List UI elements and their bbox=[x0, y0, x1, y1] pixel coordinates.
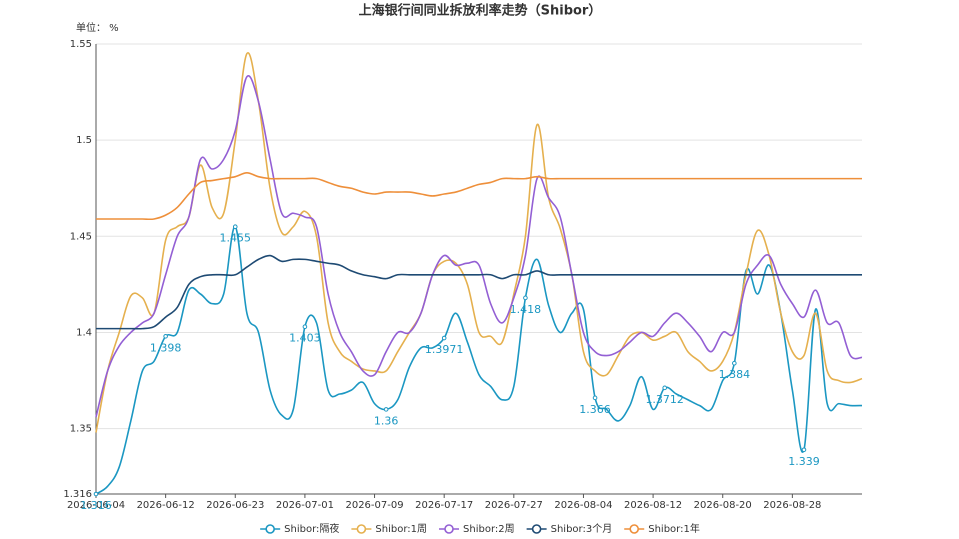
y-axis-label: 单位： % bbox=[76, 21, 119, 34]
legend-icon-marker bbox=[356, 524, 367, 534]
legend-label: Shibor:3个月 bbox=[551, 523, 613, 535]
legend-label: Shibor:2周 bbox=[463, 523, 515, 535]
data-point bbox=[93, 491, 99, 497]
legend-icon-marker bbox=[444, 524, 454, 534]
data-label: 1.398 bbox=[150, 341, 182, 354]
x-tick-label: 2026-06-04 bbox=[67, 500, 125, 511]
data-label: 1.339 bbox=[788, 455, 820, 468]
series-line bbox=[95, 52, 863, 433]
data-label: 1.418 bbox=[510, 303, 542, 316]
data-point bbox=[441, 335, 447, 341]
legend-item[interactable]: Shibor:1年 bbox=[624, 522, 700, 535]
legend-icon-marker bbox=[265, 524, 275, 534]
data-point bbox=[163, 334, 168, 339]
legend-label: Shibor:1年 bbox=[648, 522, 700, 535]
data-point bbox=[592, 395, 598, 401]
data-point bbox=[302, 324, 308, 329]
y-tick-label: 1.55 bbox=[70, 39, 92, 50]
series-line bbox=[95, 74, 863, 418]
data-point bbox=[232, 224, 238, 229]
y-tick-label: 1.316 bbox=[63, 489, 92, 500]
data-point bbox=[662, 385, 667, 391]
data-label: 1.455 bbox=[220, 232, 252, 245]
y-tick-label: 1.35 bbox=[70, 424, 92, 435]
legend-item[interactable]: Shibor:3个月 bbox=[526, 523, 613, 535]
y-tick-label: 1.4 bbox=[76, 327, 92, 338]
legend-icon-marker bbox=[629, 524, 640, 534]
legend-icon-marker bbox=[531, 524, 542, 534]
y-tick-label: 1.45 bbox=[70, 231, 92, 242]
x-tick-label: 2026-08-12 bbox=[624, 500, 682, 511]
x-tick-label: 2026-07-09 bbox=[345, 500, 403, 511]
x-tick-label: 2026-06-23 bbox=[206, 500, 264, 511]
x-tick-label: 2026-08-20 bbox=[694, 500, 752, 511]
data-label: 1.366 bbox=[579, 403, 611, 416]
data-point bbox=[732, 360, 737, 366]
x-tick-label: 2026-08-28 bbox=[763, 500, 821, 511]
x-tick-label: 2026-07-01 bbox=[276, 500, 334, 511]
data-label: 1.36 bbox=[374, 414, 399, 427]
data-label: 1.384 bbox=[719, 368, 751, 381]
x-tick-label: 2026-08-04 bbox=[554, 500, 612, 511]
y-tick-label: 1.5 bbox=[76, 135, 92, 146]
chart-title: 上海银行间同业拆放利率走势（Shibor） bbox=[359, 3, 602, 19]
data-point bbox=[801, 447, 807, 453]
x-tick-label: 2026-06-12 bbox=[137, 500, 195, 511]
legend-item[interactable]: Shibor:隔夜 bbox=[260, 522, 339, 535]
legend-item[interactable]: Shibor:2周 bbox=[439, 523, 515, 535]
data-label: 1.3712 bbox=[645, 393, 684, 406]
legend-label: Shibor:隔夜 bbox=[284, 522, 339, 535]
series-line bbox=[95, 254, 862, 330]
x-tick-label: 2026-07-17 bbox=[415, 500, 473, 511]
legend-label: Shibor:1周 bbox=[375, 523, 427, 535]
data-label: 1.403 bbox=[289, 332, 321, 345]
data-label: 1.3971 bbox=[425, 343, 464, 356]
data-label: 1.316 bbox=[80, 499, 112, 512]
legend: Shibor:隔夜 Shibor:1周 Shibor:2周 Shibor:3个月 Shi… bbox=[260, 522, 700, 535]
data-point bbox=[383, 407, 389, 412]
legend-item[interactable]: Shibor:1周 bbox=[351, 523, 427, 535]
data-point bbox=[523, 295, 528, 301]
x-tick-label: 2026-07-27 bbox=[485, 500, 543, 511]
series-line bbox=[95, 172, 862, 221]
